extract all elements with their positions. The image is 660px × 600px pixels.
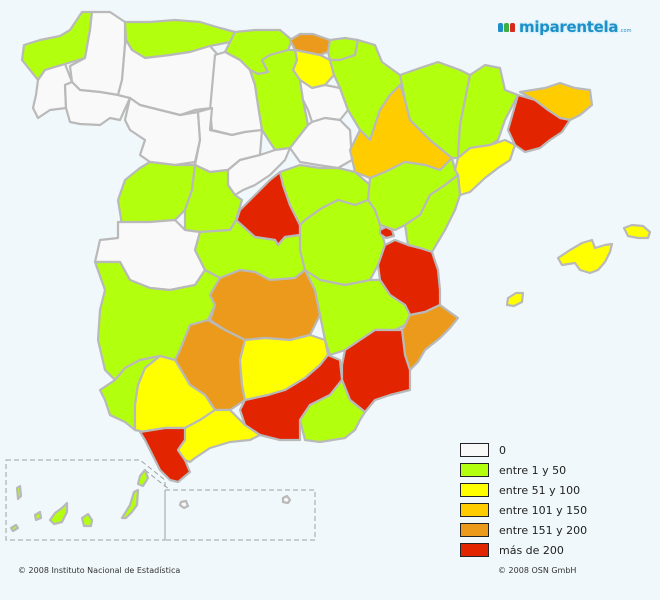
strait-connector (144, 469, 171, 491)
legend-swatch (460, 483, 489, 497)
province-melilla[interactable] (281, 494, 292, 505)
province-la-palma[interactable] (15, 484, 23, 501)
miparentela-logo[interactable]: miparentela .com (498, 18, 631, 36)
province-la-gomera[interactable] (33, 510, 43, 522)
province-ciudad-real[interactable] (208, 268, 322, 342)
province-baleares-ibiza[interactable] (505, 291, 525, 308)
canary-islands-inset-frame (5, 459, 166, 541)
province-ceuta[interactable] (178, 499, 190, 510)
province-asturias[interactable] (123, 18, 237, 60)
legend-item-over-200: más de 200 (460, 540, 587, 560)
legend-swatch (460, 463, 489, 477)
province-rincon-ademuz[interactable] (378, 225, 396, 240)
legend-item-1-50: entre 1 y 50 (460, 460, 587, 480)
legend-item-51-100: entre 51 y 100 (460, 480, 587, 500)
legend-swatch (460, 523, 489, 537)
legend: 0 entre 1 y 50 entre 51 y 100 entre 101 … (460, 440, 587, 560)
province-el-hierro[interactable] (9, 523, 20, 533)
logo-suffix: .com (619, 27, 632, 34)
province-tenerife[interactable] (48, 501, 69, 526)
province-albacete[interactable] (303, 268, 412, 357)
legend-label: entre 101 y 150 (499, 503, 588, 517)
legend-label: entre 151 y 200 (499, 523, 588, 537)
legend-label: entre 1 y 50 (499, 463, 567, 477)
province-fuerteventura[interactable] (120, 488, 140, 520)
province-leon[interactable] (116, 38, 220, 117)
legend-label: 0 (499, 443, 506, 457)
ceuta-melilla-inset-frame (164, 489, 316, 541)
province-baleares-mallorca[interactable] (556, 238, 614, 275)
province-almeria[interactable] (298, 378, 367, 444)
province-burgos[interactable] (248, 48, 310, 152)
province-zamora[interactable] (123, 96, 202, 167)
legend-label: entre 51 y 100 (499, 483, 581, 497)
legend-label: más de 200 (499, 543, 564, 557)
legend-item-101-150: entre 101 y 150 (460, 500, 587, 520)
people-icon (498, 22, 515, 32)
province-alicante[interactable] (400, 303, 460, 372)
copyright-osn: © 2008 OSN GmbH (498, 566, 577, 575)
legend-swatch (460, 503, 489, 517)
logo-text: miparentela (519, 18, 619, 36)
province-gran-canaria[interactable] (80, 512, 94, 528)
province-lleida[interactable] (456, 63, 520, 160)
province-lanzarote[interactable] (136, 468, 150, 488)
province-malaga[interactable] (176, 408, 262, 464)
legend-item-0: 0 (460, 440, 587, 460)
copyright-ine: © 2008 Instituto Nacional de Estadística (18, 566, 181, 575)
legend-item-151-200: entre 151 y 200 (460, 520, 587, 540)
legend-swatch (460, 543, 489, 557)
province-barcelona[interactable] (506, 93, 572, 154)
province-salamanca[interactable] (116, 160, 197, 227)
legend-swatch (460, 443, 489, 457)
province-baleares-menorca[interactable] (622, 223, 652, 240)
